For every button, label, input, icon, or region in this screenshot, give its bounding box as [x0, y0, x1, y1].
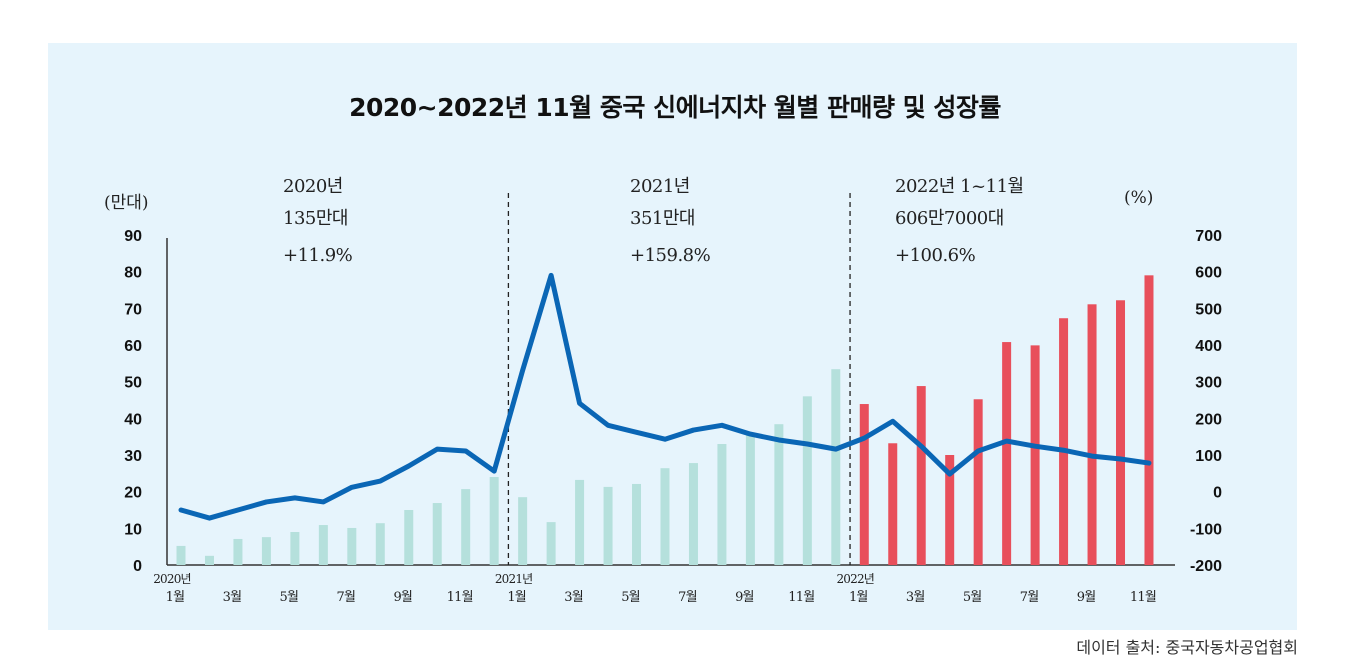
right-tick-label: -200 — [1190, 558, 1222, 575]
left-tick-label: 50 — [124, 375, 142, 392]
x-month-label: 11월 — [1130, 590, 1156, 605]
right-axis-unit: (%) — [1124, 188, 1154, 208]
sales-bar — [176, 545, 186, 565]
sales-bar — [1087, 304, 1097, 565]
sales-bar — [204, 555, 214, 565]
sales-bar — [632, 483, 642, 565]
data-source: 데이터 출처: 중국자동차공업협회 — [1076, 638, 1298, 657]
sales-bar — [688, 463, 698, 565]
x-month-label: 1월 — [849, 590, 868, 605]
sales-bar — [489, 477, 499, 565]
sales-bar — [774, 424, 784, 565]
right-tick-label: -100 — [1190, 521, 1222, 538]
sales-bar — [290, 532, 300, 565]
annotation-2020: 2020년 135만대 +11.9% — [283, 171, 353, 272]
x-month-label: 7월 — [678, 590, 697, 605]
x-month-label: 11월 — [788, 590, 814, 605]
x-month-label: 9월 — [1077, 590, 1096, 605]
x-month-label: 1월 — [507, 590, 526, 605]
annotation-growth: +100.6% — [895, 245, 976, 266]
sales-bar — [945, 455, 955, 565]
sales-bar — [859, 404, 869, 565]
sales-bar — [518, 497, 528, 565]
sales-bar — [831, 369, 841, 565]
x-year-label: 2020년 — [153, 572, 191, 586]
sales-bar — [888, 443, 898, 565]
left-axis-unit: (만대) — [104, 193, 149, 213]
x-month-label: 9월 — [735, 590, 754, 605]
x-month-label: 3월 — [906, 590, 925, 605]
right-tick-label: 300 — [1195, 375, 1222, 392]
sales-bar — [432, 503, 442, 565]
right-tick-label: 200 — [1195, 411, 1222, 428]
sales-bar — [575, 479, 585, 565]
sales-bar — [603, 486, 613, 565]
x-month-label: 11월 — [447, 590, 473, 605]
annotation-year: 2022년 1~11월 — [895, 176, 1024, 197]
left-tick-label: 40 — [124, 411, 142, 428]
x-month-label: 3월 — [223, 590, 242, 605]
x-month-label: 3월 — [564, 590, 583, 605]
sales-bar — [1144, 275, 1154, 565]
x-month-label: 7월 — [1020, 590, 1039, 605]
annotation-total: 351만대 — [630, 208, 695, 229]
left-tick-label: 90 — [124, 228, 142, 245]
right-tick-label: 100 — [1195, 448, 1222, 465]
annotation-2022: 2022년 1~11월 606만7000대 +100.6% — [895, 171, 1024, 272]
annotation-total: 606만7000대 — [895, 208, 1004, 229]
sales-bar — [375, 523, 385, 565]
sales-bar — [745, 433, 755, 565]
right-tick-label: 700 — [1195, 228, 1222, 245]
left-tick-label: 20 — [124, 485, 142, 502]
left-tick-label: 30 — [124, 448, 142, 465]
x-month-label: 5월 — [621, 590, 640, 605]
x-month-label: 7월 — [336, 590, 355, 605]
sales-bar — [1059, 318, 1069, 565]
left-tick-label: 0 — [133, 558, 142, 575]
left-tick-label: 10 — [124, 521, 142, 538]
annotation-year: 2020년 — [283, 176, 343, 197]
left-tick-label: 80 — [124, 265, 142, 282]
sales-bar — [1116, 300, 1126, 565]
x-year-label: 2021년 — [495, 572, 533, 586]
chart-title: 2020~2022년 11월 중국 신에너지차 월별 판매량 및 성장률 — [349, 93, 1001, 122]
annotation-2021: 2021년 351만대 +159.8% — [630, 171, 711, 272]
x-year-label: 2022년 — [836, 572, 874, 586]
sales-bar — [1030, 345, 1040, 565]
right-tick-label: 0 — [1213, 485, 1222, 502]
sales-bar — [347, 527, 357, 565]
sales-bar — [802, 396, 812, 565]
sales-bar — [1002, 342, 1012, 565]
sales-bar — [461, 489, 471, 565]
left-tick-label: 70 — [124, 301, 142, 318]
left-tick-label: 60 — [124, 338, 142, 355]
x-month-label: 5월 — [963, 590, 982, 605]
sales-bar — [660, 468, 670, 565]
sales-bar — [261, 537, 271, 565]
x-month-label: 5월 — [280, 590, 299, 605]
x-month-label: 1월 — [166, 590, 185, 605]
x-month-label: 9월 — [393, 590, 412, 605]
sales-bar — [404, 510, 414, 565]
right-tick-label: 400 — [1195, 338, 1222, 355]
sales-bar — [318, 525, 328, 565]
sales-bar — [546, 522, 556, 565]
annotation-total: 135만대 — [283, 208, 348, 229]
annotation-growth: +159.8% — [630, 245, 711, 266]
sales-bar — [233, 538, 243, 565]
right-tick-label: 600 — [1195, 265, 1222, 282]
annotation-year: 2021년 — [630, 176, 690, 197]
right-tick-label: 500 — [1195, 301, 1222, 318]
sales-bar — [973, 399, 983, 565]
annotation-growth: +11.9% — [283, 245, 353, 266]
growth-rate-line — [178, 272, 1152, 521]
sales-bar — [717, 444, 727, 565]
sales-bar — [916, 386, 926, 565]
